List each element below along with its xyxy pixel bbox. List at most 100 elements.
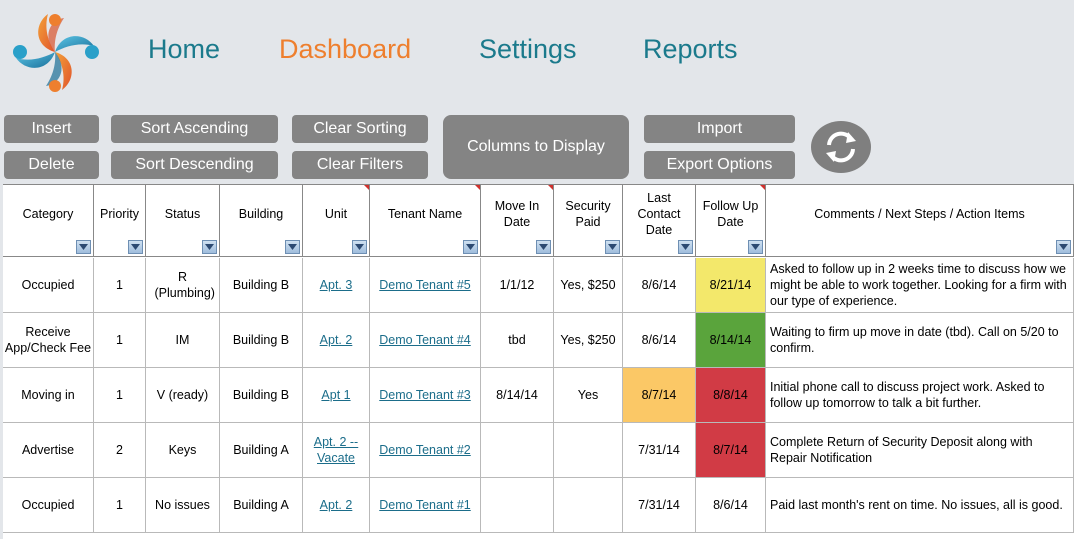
nav-home[interactable]: Home [148,34,221,64]
cell-move-in [481,478,554,533]
cell-tenant: Demo Tenant #1 [370,478,481,533]
columns-to-display-button[interactable]: Columns to Display [443,115,629,179]
tenant-link[interactable]: Demo Tenant #4 [379,333,471,347]
cell-building: Building B [220,368,303,423]
cell-move-in: 8/14/14 [481,368,554,423]
filter-dropdown-icon[interactable] [463,240,478,254]
cell-security [554,423,623,478]
cell-priority: 2 [94,423,146,478]
filter-dropdown-icon[interactable] [605,240,620,254]
cell-status: No issues [146,478,220,533]
filter-dropdown-icon[interactable] [76,240,91,254]
clear-filters-button[interactable]: Clear Filters [292,151,428,179]
filter-dropdown-icon[interactable] [748,240,763,254]
unit-link[interactable]: Apt 1 [321,388,351,402]
cell-move-in [481,423,554,478]
clear-sorting-button[interactable]: Clear Sorting [292,115,428,143]
delete-button[interactable]: Delete [4,151,99,179]
insert-button[interactable]: Insert [4,115,99,143]
unit-link[interactable]: Apt. 2 [319,333,353,347]
cell-priority: 1 [94,258,146,313]
filter-dropdown-icon[interactable] [202,240,217,254]
comment-marker [548,185,553,190]
filter-dropdown-icon[interactable] [285,240,300,254]
cell-category: Occupied [3,258,94,313]
unit-link[interactable]: Apt. 2 -- Vacate [313,435,359,465]
filter-dropdown-icon[interactable] [352,240,367,254]
cell-follow-up: 8/6/14 [696,478,766,533]
unit-link[interactable]: Apt. 3 [319,278,353,292]
cell-security: Yes, $250 [554,258,623,313]
cell-last-contact: 7/31/14 [623,478,696,533]
cell-tenant: Demo Tenant #5 [370,258,481,313]
comment-marker [364,185,369,190]
cell-tenant: Demo Tenant #4 [370,313,481,368]
filter-dropdown-icon[interactable] [536,240,551,254]
cell-status: IM [146,313,220,368]
cell-building: Building B [220,313,303,368]
comment-marker [760,185,765,190]
import-button[interactable]: Import [644,115,795,143]
refresh-icon [826,131,856,163]
nav-dashboard[interactable]: Dashboard [279,34,412,64]
sort-descending-button[interactable]: Sort Descending [111,151,278,179]
cell-last-contact: 8/6/14 [623,313,696,368]
sort-ascending-button[interactable]: Sort Ascending [111,115,278,143]
cell-comments: Complete Return of Security Deposit alon… [766,423,1074,478]
cell-comments: Asked to follow up in 2 weeks time to di… [766,258,1074,313]
cell-building: Building A [220,423,303,478]
comment-marker [475,185,480,190]
cell-comments: Waiting to firm up move in date (tbd). C… [766,313,1074,368]
export-options-button[interactable]: Export Options [644,151,795,179]
filter-dropdown-icon[interactable] [1056,240,1071,254]
cell-last-contact: 8/6/14 [623,258,696,313]
cell-category: Moving in [3,368,94,423]
header-tenant-name: Tenant Name [370,185,481,257]
tenant-link[interactable]: Demo Tenant #1 [379,498,471,512]
tenant-link[interactable]: Demo Tenant #2 [379,443,471,457]
filter-dropdown-icon[interactable] [678,240,693,254]
cell-category: Advertise [3,423,94,478]
cell-category: Receive App/Check Fee [3,313,94,368]
cell-comments: Initial phone call to discuss project wo… [766,368,1074,423]
cell-unit: Apt. 2 [303,478,370,533]
company-logo [13,14,99,92]
cell-security: Yes, $250 [554,313,623,368]
cell-priority: 1 [94,313,146,368]
cell-follow-up: 8/21/14 [696,258,766,313]
cell-unit: Apt. 2 [303,313,370,368]
cell-unit: Apt. 2 -- Vacate [303,423,370,478]
cell-unit: Apt 1 [303,368,370,423]
header-building: Building [220,185,303,257]
cell-status: Keys [146,423,220,478]
header-unit: Unit [303,185,370,257]
cell-unit: Apt. 3 [303,258,370,313]
header-last-contact-date: Last Contact Date [623,185,696,257]
cell-security [554,478,623,533]
header-security-paid: Security Paid [554,185,623,257]
unit-link[interactable]: Apt. 2 [319,498,353,512]
tenant-link[interactable]: Demo Tenant #5 [379,278,471,292]
cell-building: Building B [220,258,303,313]
tenant-table: Category Priority Status Building Unit T… [3,184,1074,539]
cell-status: V (ready) [146,368,220,423]
header-priority: Priority [94,185,146,257]
cell-last-contact: 8/7/14 [623,368,696,423]
cell-security: Yes [554,368,623,423]
refresh-button[interactable] [811,121,871,173]
tenant-link[interactable]: Demo Tenant #3 [379,388,471,402]
nav-reports[interactable]: Reports [643,34,738,64]
cell-status: R (Plumbing) [146,258,220,313]
header-status: Status [146,185,220,257]
filter-dropdown-icon[interactable] [128,240,143,254]
cell-move-in: 1/1/12 [481,258,554,313]
cell-comments: Paid last month's rent on time. No issue… [766,478,1074,533]
cell-follow-up: 8/8/14 [696,368,766,423]
cell-tenant: Demo Tenant #3 [370,368,481,423]
nav-settings[interactable]: Settings [479,34,577,64]
cell-priority: 1 [94,478,146,533]
cell-tenant: Demo Tenant #2 [370,423,481,478]
cell-priority: 1 [94,368,146,423]
cell-last-contact: 7/31/14 [623,423,696,478]
header-follow-up-date: Follow Up Date [696,185,766,257]
